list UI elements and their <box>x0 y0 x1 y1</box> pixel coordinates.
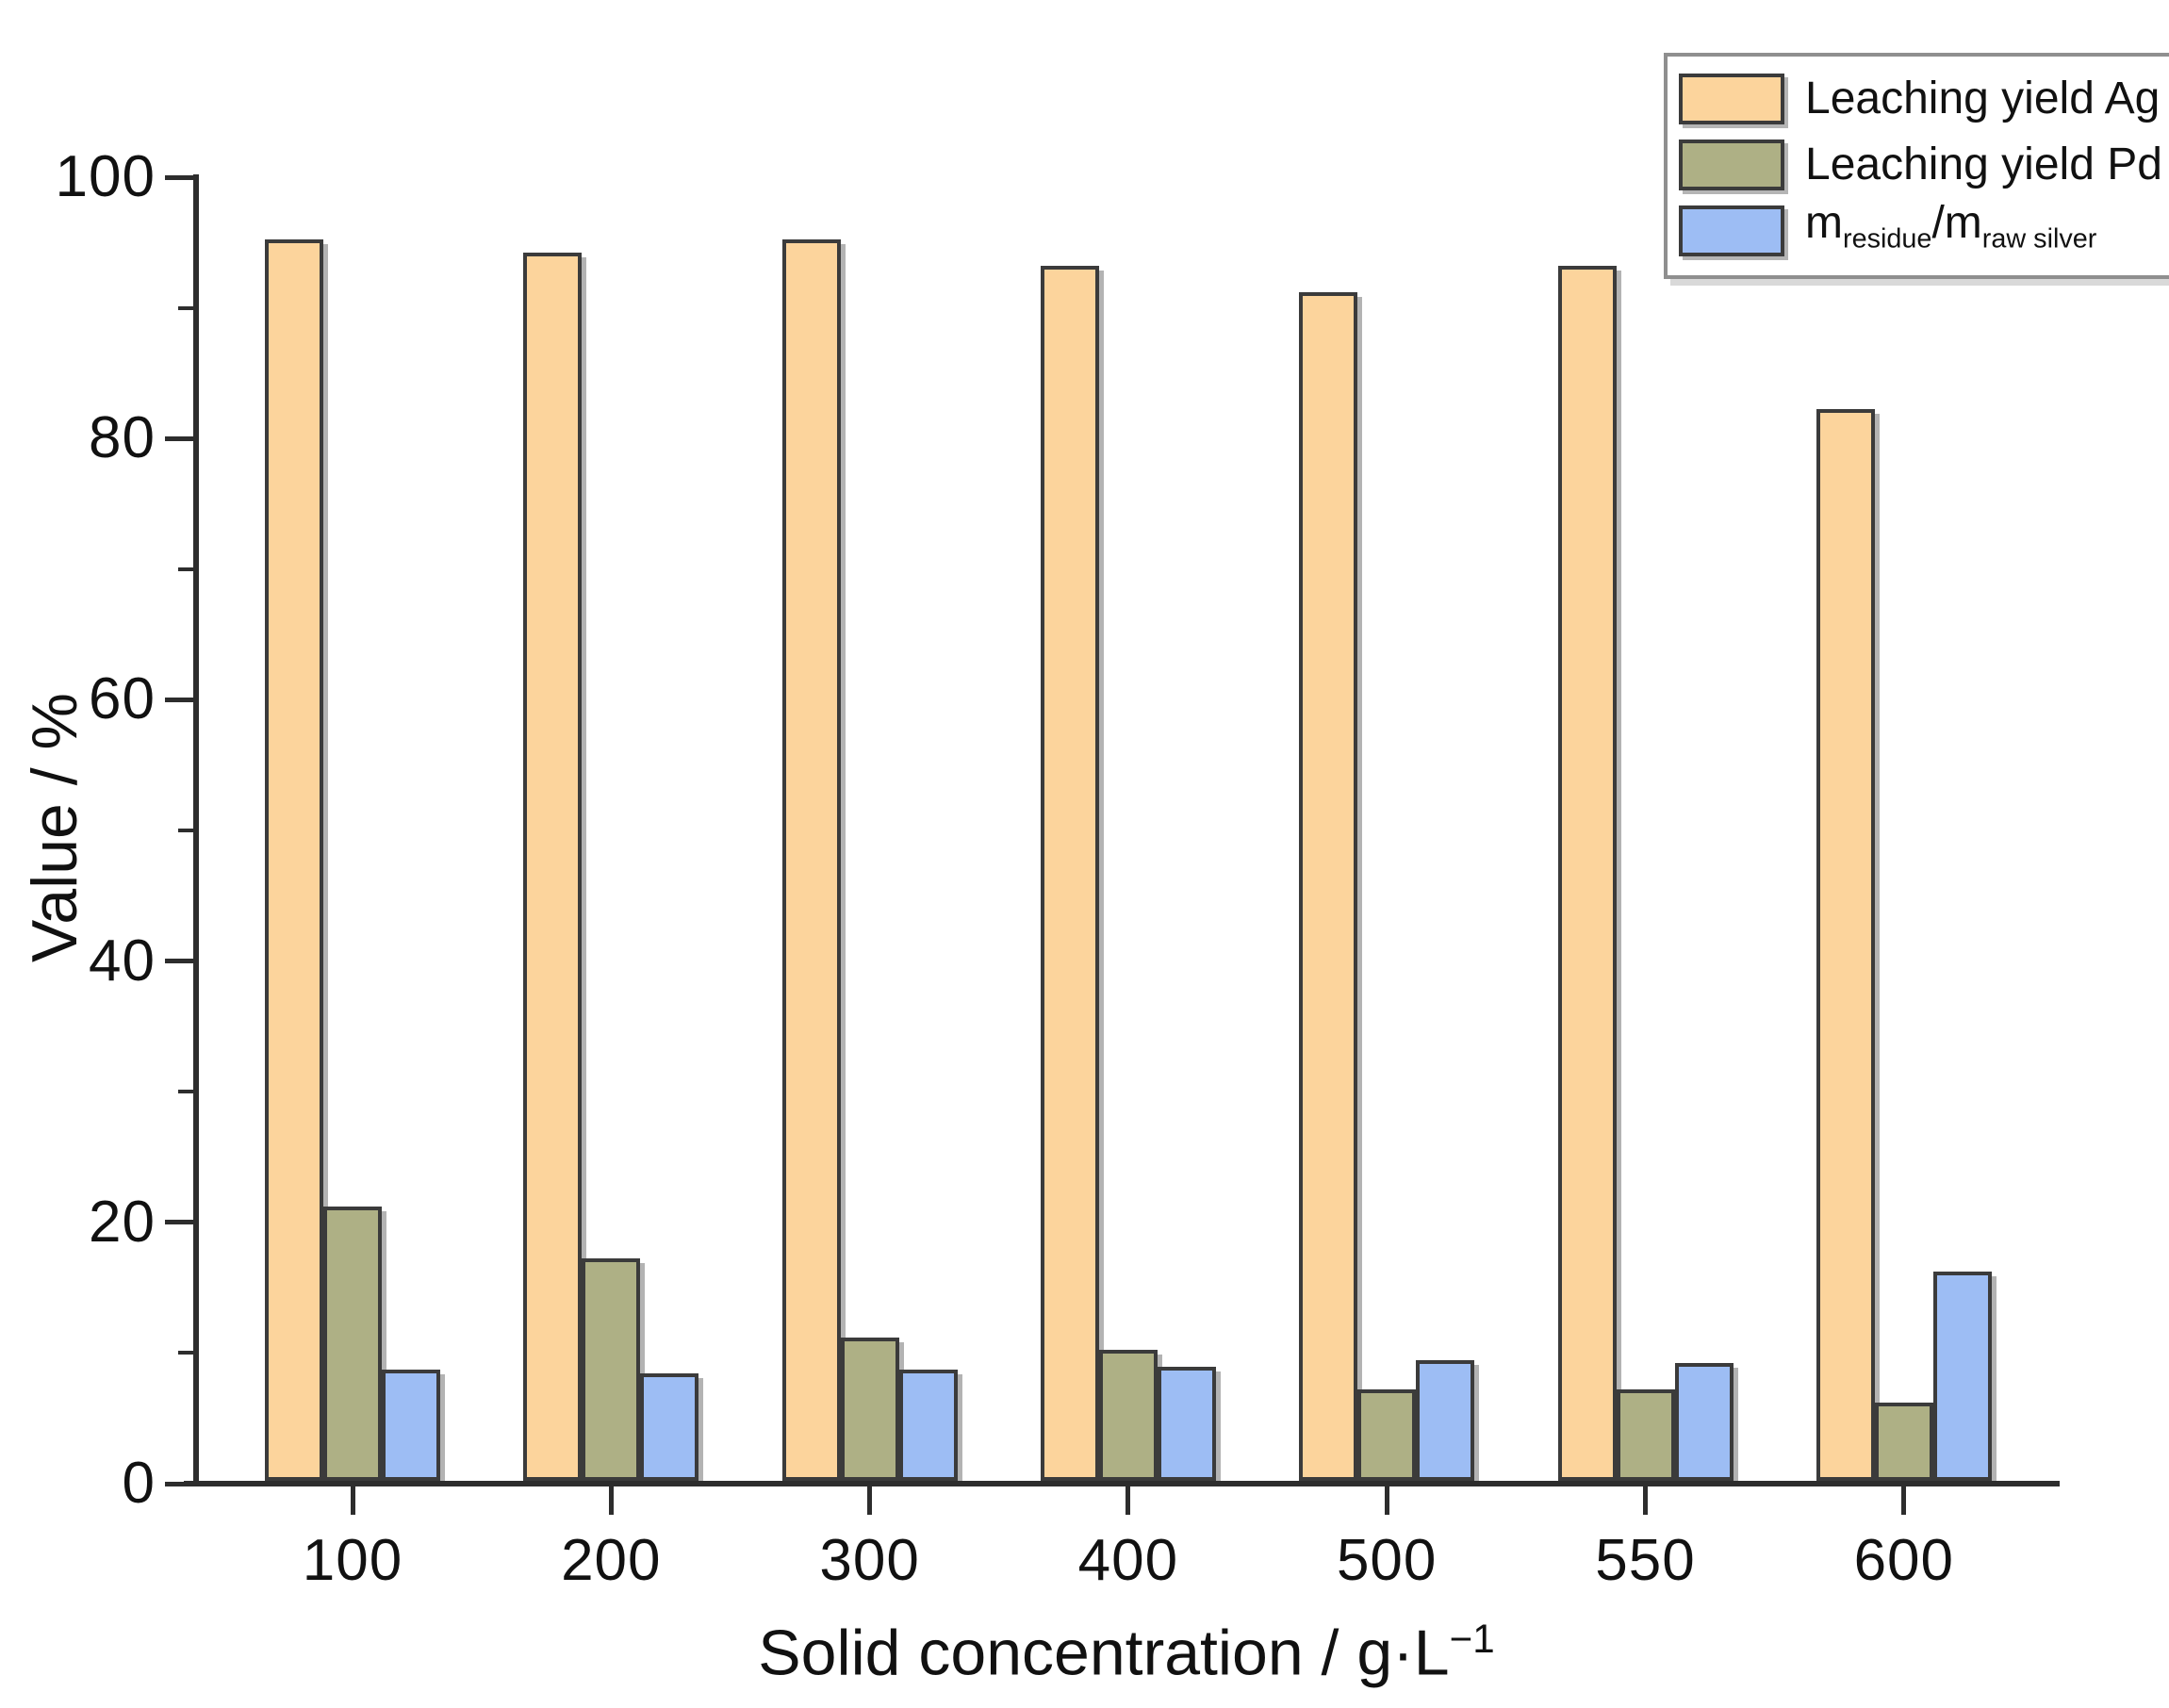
x-tick-label-200: 200 <box>561 1528 662 1593</box>
bar-leaching-yield-ag-500 <box>1299 291 1358 1481</box>
bar-residue-ratio-500 <box>1416 1360 1475 1481</box>
y-minor-tick-50 <box>178 829 193 832</box>
bar-leaching-yield-pd-600 <box>1874 1402 1933 1481</box>
legend-swatch-residue-ratio <box>1679 205 1784 256</box>
bar-leaching-yield-pd-550 <box>1616 1388 1675 1481</box>
x-major-tick-600 <box>1901 1486 1907 1515</box>
legend-label-part-sub2: raw silver <box>1981 223 2097 255</box>
x-axis-title-text: Solid concentration / g·L <box>758 1617 1450 1689</box>
bar-leaching-yield-pd-500 <box>1357 1388 1417 1481</box>
y-major-tick-40 <box>165 959 193 964</box>
bar-leaching-yield-ag-550 <box>1557 266 1617 1481</box>
y-major-tick-100 <box>165 174 193 180</box>
x-tick-label-400: 400 <box>1077 1528 1179 1593</box>
x-major-tick-500 <box>1384 1486 1389 1515</box>
y-minor-tick-90 <box>178 305 193 310</box>
legend-row-pd: Leaching yield Pd <box>1679 132 2162 198</box>
legend-swatch-ag <box>1679 74 1784 124</box>
bar-residue-ratio-550 <box>1674 1363 1734 1481</box>
y-tick-label-80: 80 <box>89 405 156 471</box>
y-major-tick-80 <box>165 435 193 441</box>
bar-residue-ratio-100 <box>382 1370 440 1481</box>
y-axis-spine <box>193 174 199 1486</box>
y-major-tick-60 <box>165 697 193 702</box>
legend-swatch-pd <box>1679 140 1784 190</box>
x-major-tick-200 <box>608 1486 614 1515</box>
bar-leaching-yield-pd-300 <box>840 1337 899 1481</box>
x-major-tick-300 <box>867 1486 873 1515</box>
bar-residue-ratio-200 <box>640 1373 699 1481</box>
bar-residue-ratio-300 <box>898 1370 958 1481</box>
legend-row-residue-ratio: mresidue/mraw silver <box>1679 198 2162 264</box>
bar-leaching-yield-ag-100 <box>265 239 323 1481</box>
y-major-tick-0 <box>165 1481 193 1486</box>
y-minor-tick-30 <box>178 1090 193 1094</box>
legend-label-ag: Leaching yield Ag <box>1805 74 2161 123</box>
legend-label-pd: Leaching yield Pd <box>1805 140 2162 189</box>
legend-label-part-slash: / <box>1931 197 1945 248</box>
x-tick-label-500: 500 <box>1336 1528 1438 1593</box>
y-minor-tick-70 <box>178 567 193 571</box>
x-tick-label-100: 100 <box>302 1528 403 1593</box>
x-tick-label-600: 600 <box>1853 1528 1955 1593</box>
legend-label-part-m1: m <box>1805 197 1843 248</box>
x-axis-spine <box>184 1481 2060 1486</box>
bar-leaching-yield-pd-200 <box>582 1258 641 1481</box>
bar-leaching-yield-ag-200 <box>523 253 583 1481</box>
y-tick-label-0: 0 <box>122 1451 156 1516</box>
legend-label-part-sub1: residue <box>1842 223 1932 255</box>
bar-leaching-yield-ag-300 <box>781 239 841 1481</box>
bar-leaching-yield-pd-100 <box>323 1206 382 1481</box>
bar-residue-ratio-600 <box>1932 1272 1992 1481</box>
bar-leaching-yield-pd-400 <box>1098 1350 1158 1481</box>
y-axis-title: Value / % <box>19 692 90 963</box>
x-major-tick-400 <box>1126 1486 1131 1515</box>
y-tick-label-100: 100 <box>55 144 156 209</box>
x-tick-label-300: 300 <box>819 1528 920 1593</box>
y-minor-tick-10 <box>178 1351 193 1355</box>
y-tick-label-60: 60 <box>89 666 156 732</box>
y-tick-label-40: 40 <box>89 928 156 994</box>
legend-box: Leaching yield Ag Leaching yield Pd mres… <box>1664 53 2169 279</box>
legend-row-ag: Leaching yield Ag <box>1679 66 2162 132</box>
x-axis-title-exponent: −1 <box>1449 1617 1495 1661</box>
legend-label-part-m2: m <box>1944 197 1982 248</box>
x-tick-label-550: 550 <box>1595 1528 1696 1593</box>
legend-label-residue-ratio: mresidue/mraw silver <box>1805 197 2097 263</box>
x-major-tick-100 <box>350 1486 355 1515</box>
x-axis-title: Solid concentration / g·L−1 <box>758 1606 1494 1686</box>
bar-residue-ratio-400 <box>1157 1367 1216 1481</box>
bar-leaching-yield-ag-400 <box>1040 266 1099 1481</box>
y-major-tick-20 <box>165 1220 193 1225</box>
x-major-tick-550 <box>1643 1486 1648 1515</box>
y-tick-label-20: 20 <box>89 1189 156 1255</box>
bar-leaching-yield-ag-600 <box>1816 409 1875 1481</box>
